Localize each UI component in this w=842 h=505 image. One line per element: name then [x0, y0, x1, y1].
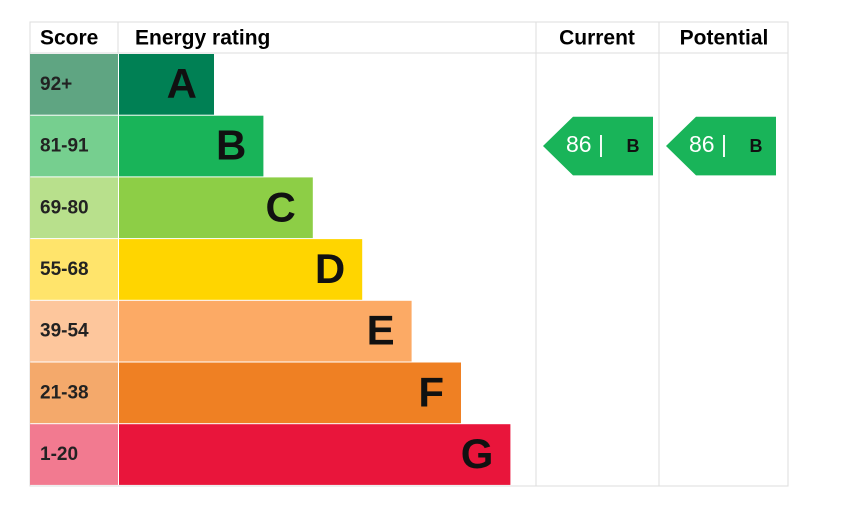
score-cell: [30, 300, 118, 362]
rating-letter: G: [461, 430, 494, 477]
potential-band: B: [750, 136, 763, 156]
score-label: 92+: [40, 74, 72, 95]
header-rating: Energy rating: [135, 27, 270, 50]
score-cell: [30, 239, 118, 300]
rating-bar: [119, 424, 511, 485]
rating-letter: E: [367, 307, 395, 354]
score-cell: [30, 54, 118, 115]
rating-letter: C: [265, 183, 295, 230]
header-score: Score: [40, 27, 98, 50]
score-label: 69-80: [40, 197, 89, 218]
score-cell: [30, 424, 118, 485]
potential-score: 86 |: [689, 131, 727, 157]
rating-bar: [119, 177, 313, 239]
rating-letter: F: [418, 368, 444, 415]
score-cell: [30, 177, 118, 239]
header-current: Current: [559, 27, 635, 50]
rating-letter: A: [167, 60, 197, 107]
rating-letter: D: [315, 245, 345, 292]
score-label: 21-38: [40, 382, 89, 403]
rating-bar: [119, 54, 214, 115]
score-cell: [30, 362, 118, 424]
rating-bar: [119, 115, 264, 177]
score-label: 55-68: [40, 259, 89, 280]
current-band: B: [627, 136, 640, 156]
score-label: 39-54: [40, 321, 89, 342]
current-score: 86 |: [566, 131, 604, 157]
rating-bar: [119, 362, 461, 424]
score-label: 81-91: [40, 136, 89, 157]
score-label: 1-20: [40, 444, 78, 465]
current-arrow: [543, 116, 653, 176]
header-potential: Potential: [680, 27, 769, 50]
rating-bar: [119, 300, 412, 362]
rating-letter: B: [216, 122, 246, 169]
rating-bar: [119, 239, 363, 300]
score-cell: [30, 115, 118, 177]
potential-arrow: [666, 116, 776, 176]
